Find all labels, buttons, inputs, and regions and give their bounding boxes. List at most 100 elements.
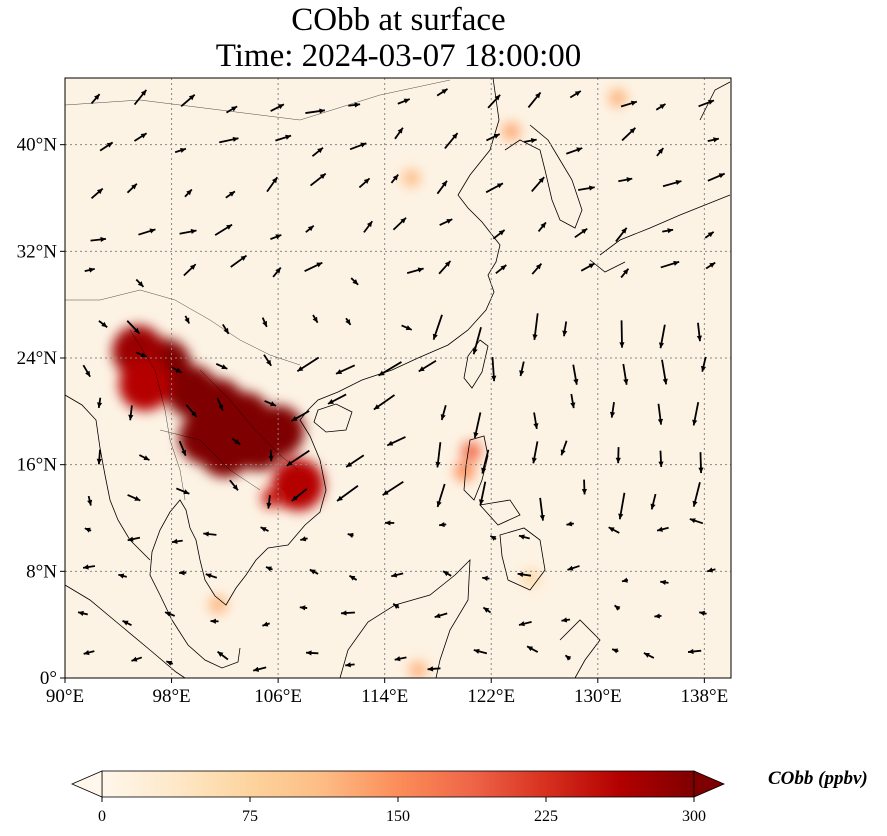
wind-arrow <box>275 134 292 142</box>
wind-arrow <box>397 98 411 105</box>
wind-arrow <box>98 320 108 328</box>
x-tick-label: 138°E <box>681 686 729 707</box>
coastline-visayas <box>479 499 521 526</box>
wind-arrow <box>183 263 197 277</box>
wind-arrow <box>392 217 407 231</box>
wind-arrow <box>222 323 230 335</box>
wind-arrow <box>347 532 354 538</box>
wind-arrow <box>492 229 506 240</box>
map-title: CObb at surface Time: 2024-03-07 18:00:0… <box>0 2 797 74</box>
wind-arrow <box>96 449 102 465</box>
wind-arrow <box>432 314 443 340</box>
wind-arrow <box>609 401 616 418</box>
coastline-luzon <box>463 435 489 501</box>
wind-arrow <box>565 147 583 155</box>
concentration-field <box>112 89 627 678</box>
wind-arrow <box>203 531 217 537</box>
wind-arrow <box>438 260 452 275</box>
colorbar-tick-label: 150 <box>386 808 410 825</box>
wind-vectors <box>77 88 726 672</box>
wind-arrow <box>90 93 101 105</box>
wind-arrow <box>260 526 269 532</box>
wind-arrow <box>489 535 497 541</box>
y-tick-label: 32°N <box>17 241 58 262</box>
wind-arrow <box>210 618 219 624</box>
wind-arrow <box>261 317 268 328</box>
wind-arrow <box>707 172 726 182</box>
wind-arrow <box>166 660 174 666</box>
wind-arrow <box>481 449 490 474</box>
wind-arrow <box>180 94 196 108</box>
wind-arrow <box>531 441 539 464</box>
hotspot-14 <box>402 169 421 187</box>
wind-arrow <box>567 565 580 571</box>
border-laos <box>199 369 299 471</box>
wind-arrow <box>286 449 310 467</box>
wind-arrow <box>266 176 278 193</box>
wind-arrow <box>291 410 310 422</box>
wind-arrow <box>401 324 413 331</box>
wind-arrow <box>574 227 588 239</box>
wind-arrow <box>705 261 716 270</box>
wind-arrow <box>231 437 241 446</box>
wind-arrow <box>619 320 625 348</box>
y-tick-label: 0° <box>40 668 57 689</box>
coastline-borneo <box>339 558 471 678</box>
wind-arrow <box>656 147 665 157</box>
wind-arrow <box>99 141 114 152</box>
wind-arrow <box>386 436 406 447</box>
wind-arrow <box>336 485 359 502</box>
colorbar-label: CObb (ppbv) <box>768 768 868 789</box>
wind-arrow <box>440 405 447 421</box>
colorbar: 0 75 150 225 300 <box>70 770 726 825</box>
country-borders <box>65 79 451 501</box>
wind-arrow <box>185 404 198 418</box>
wind-arrow <box>345 662 355 668</box>
wind-arrow <box>618 177 633 183</box>
wind-arrow <box>184 188 193 198</box>
x-tick-label: 122°E <box>467 686 515 707</box>
wind-arrow <box>299 605 308 611</box>
wind-arrow <box>620 268 630 279</box>
wind-arrow <box>486 133 501 142</box>
coastline-japan <box>589 81 731 273</box>
wind-arrow <box>482 575 490 581</box>
border-india-china <box>65 289 301 366</box>
wind-arrow <box>491 357 497 382</box>
wind-arrow <box>305 224 315 233</box>
wind-arrow <box>566 521 574 527</box>
colorbar-bar <box>101 770 695 798</box>
wind-arrow <box>126 183 138 194</box>
wind-arrow <box>519 361 525 377</box>
wind-arrow <box>350 277 359 286</box>
wind-arrow <box>517 571 532 578</box>
wind-arrow <box>655 103 666 111</box>
coastline-sumatra <box>65 584 186 678</box>
wind-arrow <box>614 604 621 611</box>
wind-arrow <box>442 570 452 577</box>
wind-arrow <box>84 267 95 273</box>
wind-arrow <box>305 108 326 114</box>
wind-arrow <box>127 494 141 502</box>
wind-arrow <box>527 91 542 109</box>
wind-arrow <box>518 620 532 627</box>
wind-arrow <box>569 90 582 99</box>
y-tick-label: 16°N <box>17 455 58 476</box>
wind-arrow <box>229 479 239 491</box>
y-tick-label: 24°N <box>17 348 58 369</box>
wind-arrow <box>444 132 459 150</box>
wind-arrow <box>562 321 568 337</box>
wind-arrow <box>406 267 424 274</box>
coastline-taiwan <box>463 339 489 389</box>
x-tick-label: 106°E <box>254 686 302 707</box>
wind-arrow <box>83 650 95 656</box>
wind-arrow <box>216 650 229 661</box>
wind-arrow <box>391 572 404 578</box>
wind-arrow <box>643 652 655 659</box>
border-mongolia <box>65 79 451 121</box>
wind-arrow <box>179 228 197 235</box>
x-tick-label: 98°E <box>152 686 190 707</box>
wind-arrow <box>615 227 628 243</box>
wind-arrow <box>340 610 355 616</box>
wind-arrow <box>263 354 272 367</box>
